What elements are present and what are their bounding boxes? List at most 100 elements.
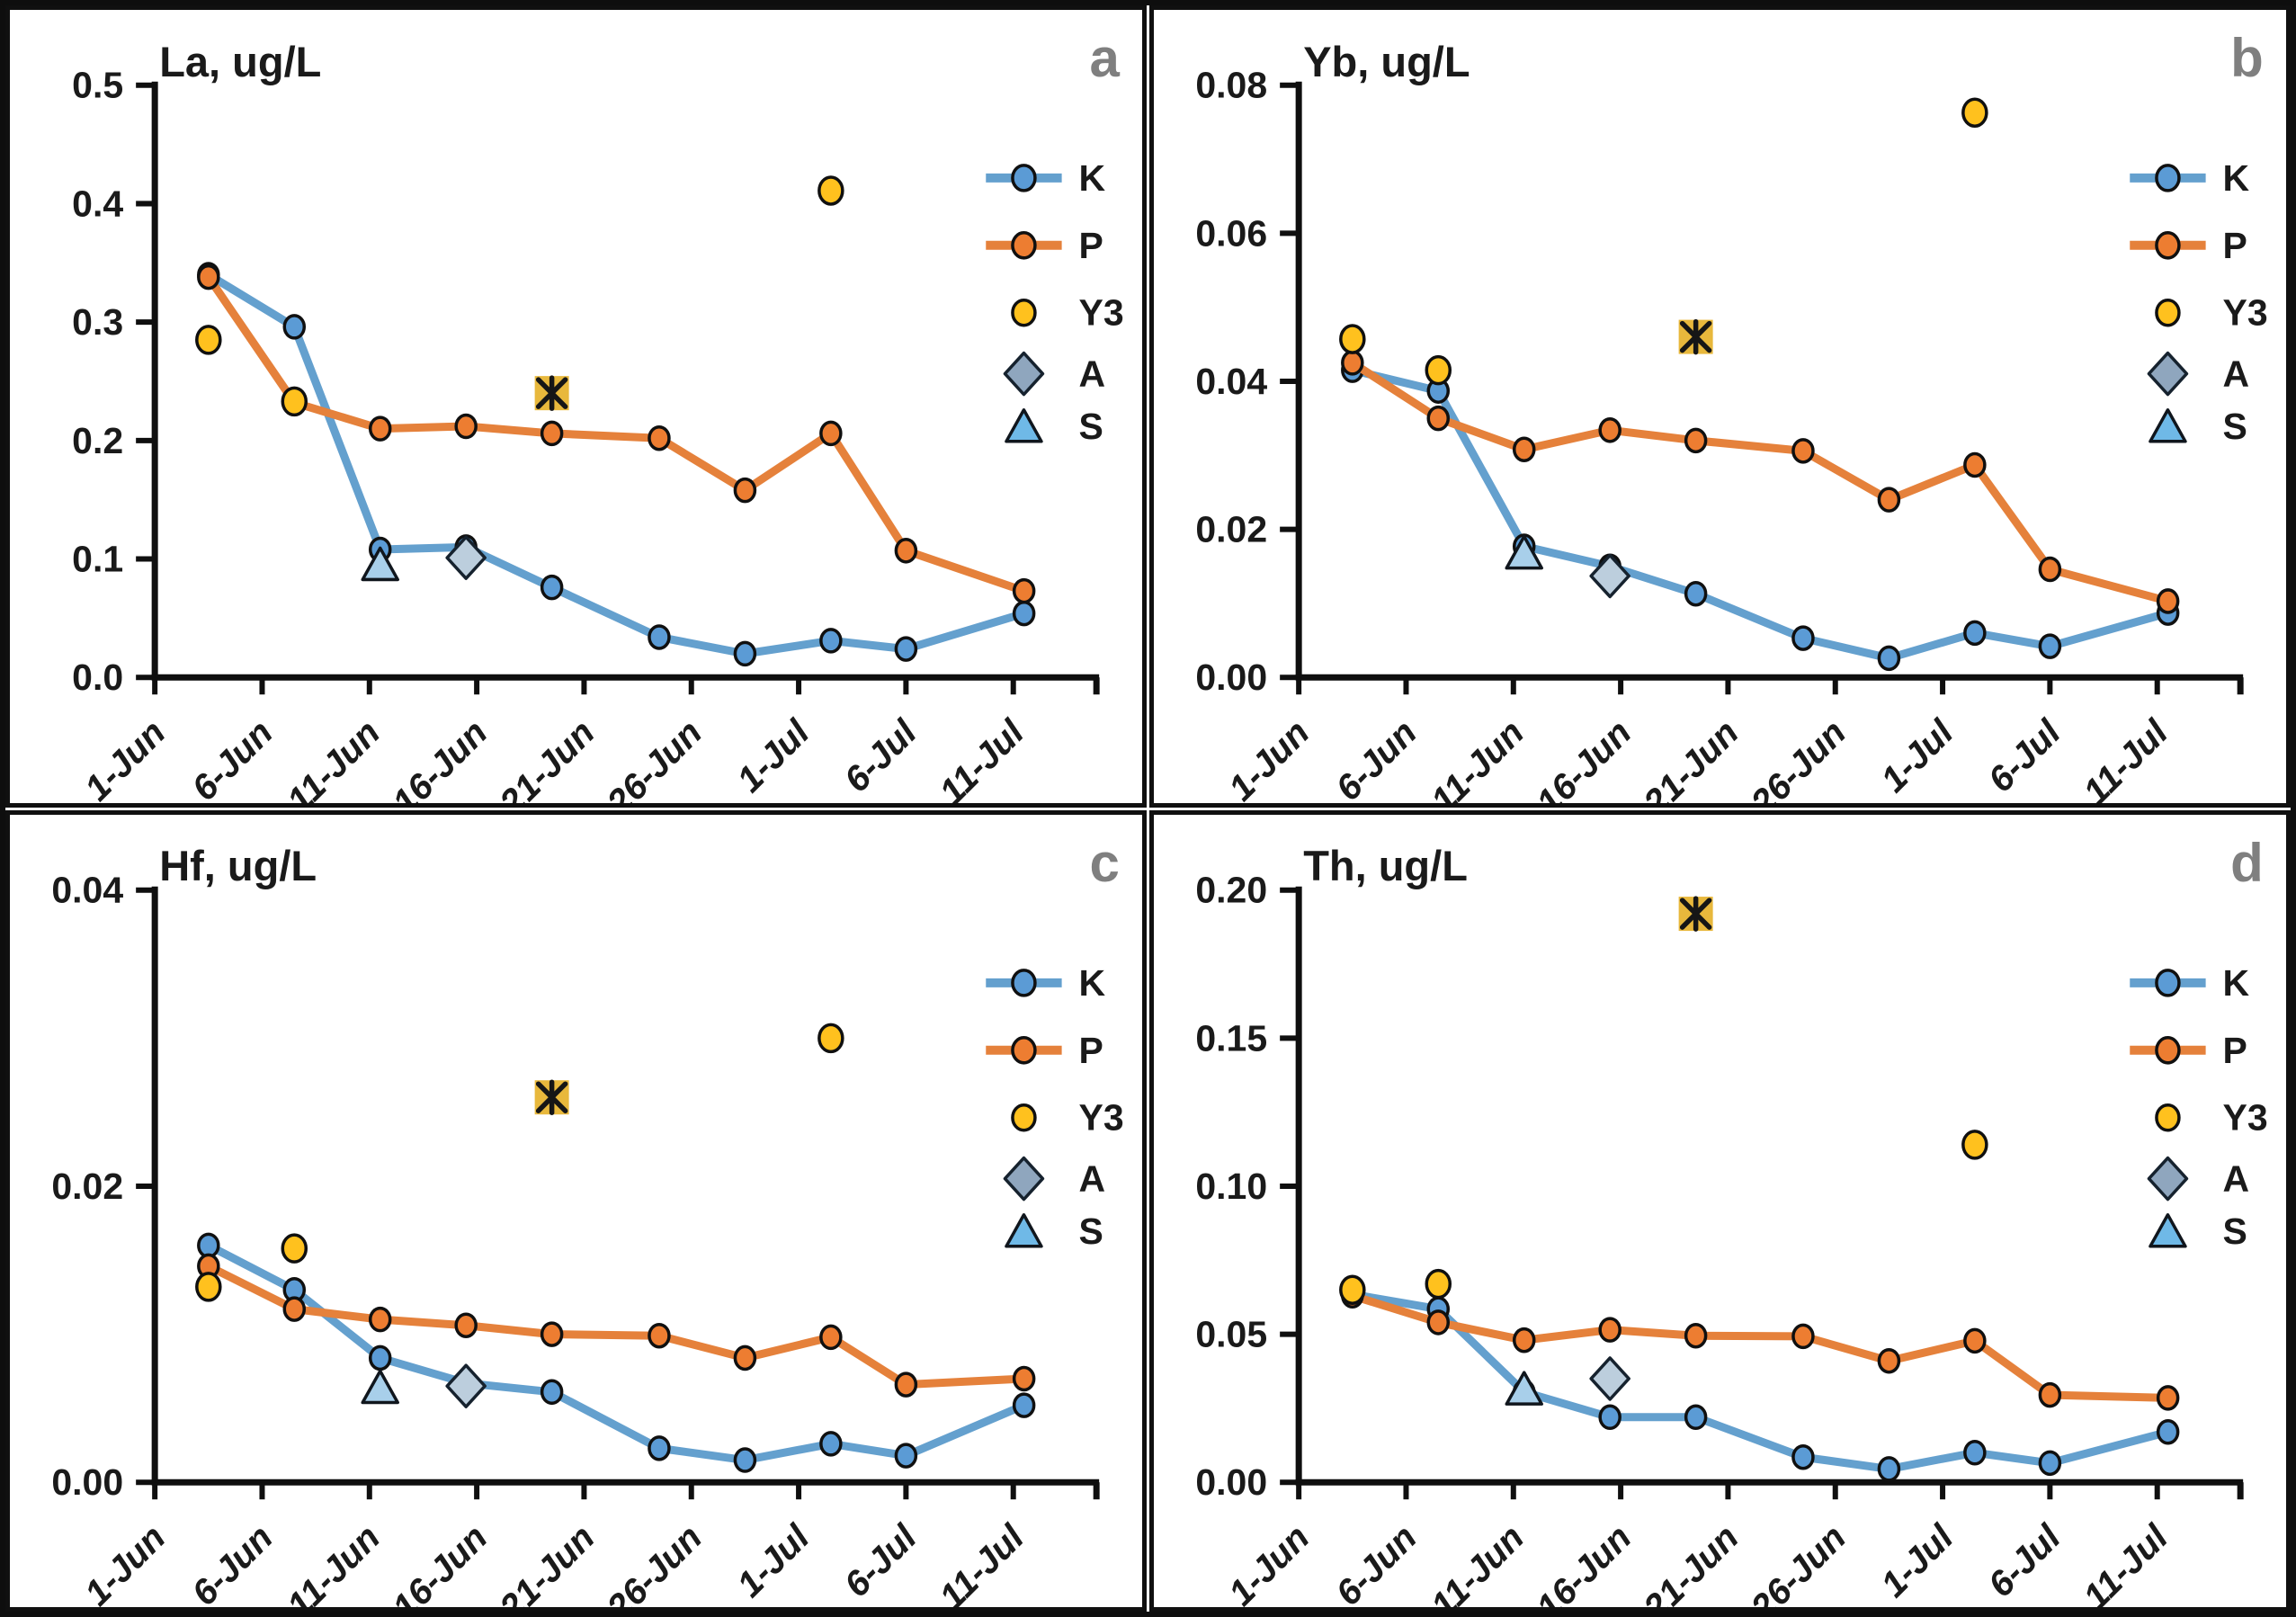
star-marker-ray xyxy=(1679,320,1712,353)
series-P-marker xyxy=(197,264,220,290)
series-K-marker xyxy=(648,624,671,650)
legend-label-K: K xyxy=(2222,961,2249,1003)
series-P-marker xyxy=(1012,577,1036,604)
y-tick-label: 0.3 xyxy=(72,301,123,343)
series-P-marker xyxy=(540,1320,564,1347)
x-tick-label: 11-Jun xyxy=(280,1517,388,1607)
series-P-line xyxy=(1348,1291,2173,1402)
x-tick-label: 6-Jun xyxy=(184,713,281,803)
x-tick-label: 16-Jun xyxy=(1529,713,1639,803)
y-tick-label: 0.15 xyxy=(1195,1017,1267,1059)
legend-K-marker xyxy=(2155,164,2181,192)
series-K-marker xyxy=(540,574,564,601)
Y3-marker xyxy=(195,1271,222,1302)
y-tick-label: 0.04 xyxy=(1195,361,1267,402)
legend-label-A: A xyxy=(2222,1157,2249,1199)
panel-letter-d: d xyxy=(2230,832,2264,893)
x-tick-label: 1-Jun xyxy=(1221,713,1318,803)
Y3-marker xyxy=(281,386,308,417)
x-tick-label: 21-Jun xyxy=(1636,1517,1747,1607)
y-tick-label: 0.00 xyxy=(51,1461,123,1503)
panel-letter-c: c xyxy=(1089,832,1120,893)
series-K-marker xyxy=(1963,620,1987,647)
series-P-line xyxy=(204,272,1029,595)
x-tick-label: 1-Jun xyxy=(77,1517,174,1607)
legend-label-A: A xyxy=(1078,1157,1105,1199)
y-tick-label: 0.0 xyxy=(72,657,123,698)
legend-A-marker xyxy=(1003,351,1045,397)
Y3-marker xyxy=(817,175,844,206)
legend-label-P: P xyxy=(1078,225,1103,266)
y-tick-label: 0.00 xyxy=(1195,657,1267,698)
legend-K-marker xyxy=(2155,968,2181,997)
series-P-marker xyxy=(1426,1309,1451,1336)
legend-P-marker xyxy=(2155,1035,2181,1065)
legend-label-K: K xyxy=(1078,157,1105,199)
legend-P-marker xyxy=(1011,1035,1037,1065)
series-P-marker xyxy=(1963,451,1987,478)
series-P-marker xyxy=(894,538,918,564)
series-K-marker xyxy=(1012,1391,1036,1418)
series-K-marker xyxy=(733,1446,757,1473)
series-K-line xyxy=(1348,366,2173,663)
series-P-marker xyxy=(1598,417,1621,443)
panel-b: 0.00 0.02 0.04 0.06 0.08 1-Jun 6-Jun 11-Jun 16-J… xyxy=(1149,5,2291,808)
series-P-marker xyxy=(2038,1381,2062,1407)
y-tick-label: 0.02 xyxy=(51,1165,123,1206)
series-P-marker xyxy=(648,1322,671,1349)
series-P-marker xyxy=(1598,1316,1621,1343)
legend-Y3-marker xyxy=(2155,1103,2181,1131)
x-tick-label: 6-Jun xyxy=(184,1517,281,1607)
Y3-marker xyxy=(1425,354,1452,386)
legend-Y3-marker xyxy=(1011,1103,1037,1131)
star-marker-ray xyxy=(535,1080,568,1113)
series-K-line xyxy=(204,1240,1029,1464)
Y3-marker xyxy=(1339,1273,1366,1305)
legend-label-S: S xyxy=(1078,406,1103,447)
y-tick-label: 0.2 xyxy=(72,420,123,461)
Y3-marker xyxy=(1961,1129,1988,1160)
y-tick-label: 0.08 xyxy=(1195,65,1267,106)
star-marker-ray xyxy=(535,377,568,409)
series-P-marker xyxy=(733,1345,757,1371)
x-tick-label: 11-Jul xyxy=(2076,712,2175,803)
y-tick-label: 0.5 xyxy=(72,65,123,106)
panel-letter-a: a xyxy=(1089,28,1120,89)
series-K-marker xyxy=(540,1379,564,1405)
Y3-marker xyxy=(817,1023,844,1053)
A-marker xyxy=(1589,553,1630,599)
S-marker xyxy=(361,1369,399,1404)
series-K-line xyxy=(1348,1290,2173,1473)
series-P-marker xyxy=(282,1295,307,1322)
legend-label-P: P xyxy=(2222,1029,2247,1070)
legend-label-Y3: Y3 xyxy=(1078,1096,1123,1138)
series-P-marker xyxy=(2156,588,2180,614)
chart-title-a: La, ug/L xyxy=(159,37,322,85)
series-K-marker xyxy=(1877,645,1901,672)
series-P-marker xyxy=(2038,556,2062,583)
series-K-marker xyxy=(819,1430,843,1457)
series-K-marker xyxy=(1791,1443,1815,1470)
legend-P-marker xyxy=(2155,231,2181,260)
legend-label-S: S xyxy=(2222,406,2247,447)
series-K-marker xyxy=(648,1434,671,1461)
x-tick-label: 11-Jun xyxy=(1424,1517,1532,1607)
series-P-marker xyxy=(1877,487,1901,513)
legend-label-P: P xyxy=(2222,225,2247,266)
series-P-marker xyxy=(894,1371,918,1398)
panel-c: 0.00 0.02 0.04 1-Jun 6-Jun 11-Jun 16-Jun 21-Jun… xyxy=(5,809,1147,1612)
x-tick-label: 26-Jun xyxy=(1743,1517,1854,1607)
x-tick-label: 6-Jun xyxy=(1328,1517,1425,1607)
legend-label-P: P xyxy=(1078,1029,1103,1070)
series-K-marker xyxy=(2038,1450,2062,1476)
Y3-marker xyxy=(195,325,222,355)
series-K-marker xyxy=(1012,600,1036,627)
Y3-marker xyxy=(1425,1268,1452,1299)
y-tick-label: 0.02 xyxy=(1195,509,1267,550)
series-P-marker xyxy=(368,415,392,442)
y-tick-label: 0.20 xyxy=(1195,869,1267,910)
legend-A-marker xyxy=(1003,1156,1045,1201)
chart-canvas-b: 0.00 0.02 0.04 0.06 0.08 1-Jun 6-Jun 11-Jun16-J… xyxy=(1195,65,2267,803)
y-tick-label: 0.1 xyxy=(72,539,123,580)
